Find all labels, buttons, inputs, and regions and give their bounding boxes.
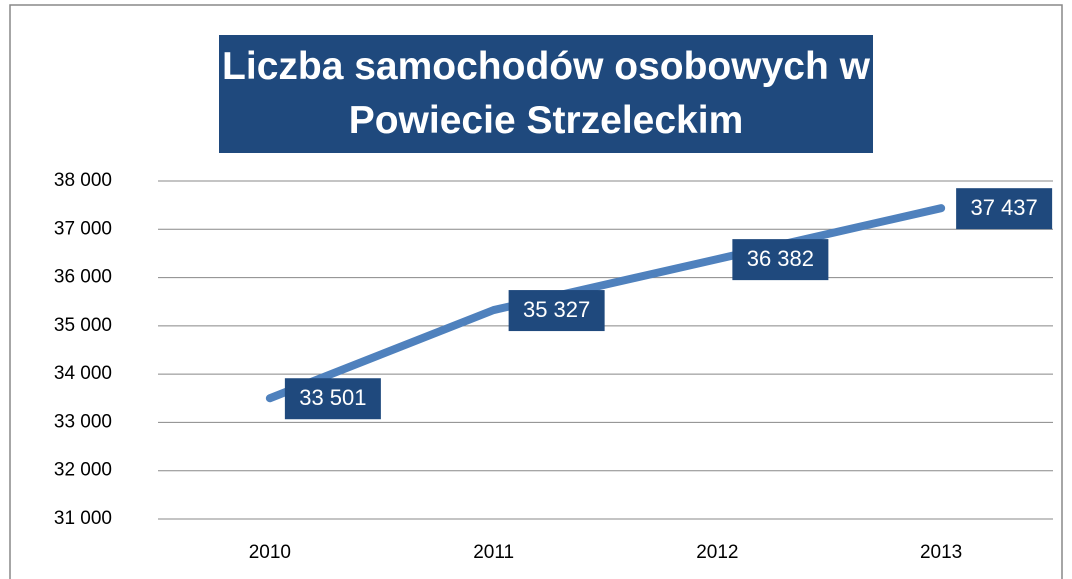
chart-title: Liczba samochodów osobowych w Powiecie S… — [219, 35, 873, 153]
y-tick-label: 34 000 — [54, 363, 112, 384]
data-line — [265, 204, 946, 403]
x-tick-label: 2012 — [696, 542, 738, 563]
y-tick-label: 37 000 — [54, 218, 112, 239]
data-label: 33 501 — [299, 385, 366, 410]
y-tick-label: 36 000 — [54, 267, 112, 288]
data-label: 37 437 — [970, 195, 1037, 220]
y-tick-label: 35 000 — [54, 315, 112, 336]
data-label: 35 327 — [523, 297, 590, 322]
y-tick-label: 38 000 — [54, 170, 112, 191]
data-label-box — [956, 188, 1053, 230]
x-tick-label: 2013 — [920, 542, 962, 563]
x-tick-label: 2011 — [473, 542, 514, 563]
y-tick-label: 31 000 — [54, 508, 112, 529]
data-label-box — [732, 239, 829, 281]
y-tick-label: 33 000 — [54, 411, 112, 432]
y-tick-label: 32 000 — [54, 460, 112, 481]
x-tick-label: 2010 — [249, 542, 291, 563]
data-label-box — [508, 290, 605, 332]
data-label-box — [284, 378, 381, 420]
data-label: 36 382 — [747, 246, 814, 271]
